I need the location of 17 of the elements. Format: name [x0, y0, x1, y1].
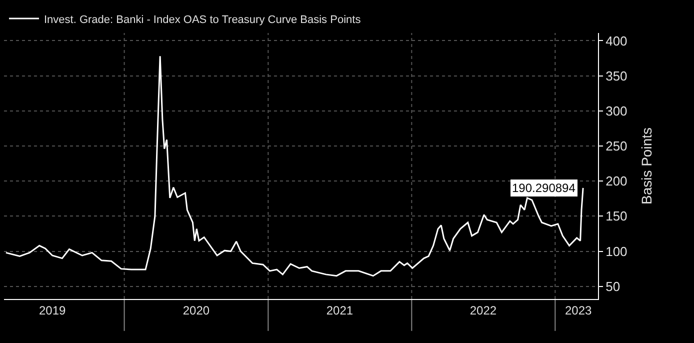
x-tick-label: 2022: [470, 303, 497, 318]
annotation: 190.290894: [512, 181, 576, 195]
y-axis-title: Basis Points: [638, 127, 655, 205]
x-tick-label: 2023: [564, 303, 592, 318]
y-tick-label: 300: [606, 103, 628, 118]
x-tick-label: 2019: [39, 303, 66, 318]
x-tick-label: 2021: [326, 303, 354, 318]
line-series: [5, 55, 584, 277]
y-tick-label: 100: [606, 244, 628, 259]
y-tick-label: 350: [606, 68, 628, 84]
y-tick-label: 250: [606, 138, 628, 154]
y-tick-label: 400: [606, 33, 628, 48]
x-tick-label: 2020: [182, 303, 210, 318]
y-tick-label: 200: [606, 174, 628, 189]
y-tick-label: 50: [606, 278, 620, 294]
y-tick-label: 150: [606, 208, 628, 224]
legend-label: Invest. Grade: Banki - Index OAS to Treasury Curve Basis Points: [44, 14, 362, 26]
